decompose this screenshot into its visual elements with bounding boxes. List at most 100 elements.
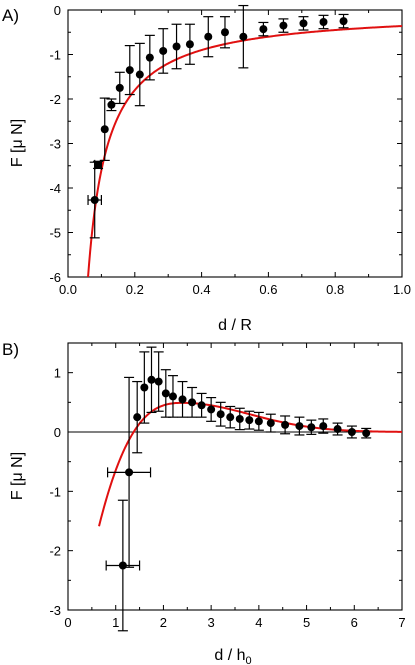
y-tick-label: -1 [49,48,61,63]
marker [299,19,308,28]
y-tick-label: 1 [54,366,61,381]
x-tick-label: 1.0 [393,282,411,297]
data-point [332,422,343,436]
marker [135,70,144,79]
panel-a: A) 0.0 0.2 0.4 0.6 0.8 1.0 0 -1 -2 -3 -4 -5 -6 d / R… [2,3,411,334]
data-point [184,23,195,65]
marker [279,21,288,30]
data-point [238,4,249,69]
panel-a-axes: 0.0 0.2 0.4 0.6 0.8 1.0 0 -1 -2 -3 -4 -5 -6 [49,3,411,297]
marker [118,561,127,570]
y-tick-label: -4 [49,181,61,196]
data-point [298,16,309,31]
y-tick-label: -5 [49,226,61,241]
marker [161,389,170,398]
plot-frame [67,342,403,611]
y-tick-label: 0 [54,425,61,440]
marker [178,395,187,404]
data-point [160,369,171,418]
data-point [294,416,305,436]
y-tick-label: -3 [49,137,61,152]
data-point [106,98,117,112]
marker [254,417,263,426]
y-tick-label: -1 [49,484,61,499]
y-tick-label: -2 [49,92,61,107]
x-tick-label: 2 [160,615,167,630]
data-point [346,425,357,439]
y-tick-label: -3 [49,603,61,618]
y-tick-label: 0 [54,3,61,18]
panel-b-y-axis-label: F [μ N] [9,452,26,500]
marker [216,410,225,419]
x-tick-label: 3 [208,615,215,630]
marker [266,419,275,428]
marker [339,17,348,26]
marker [125,66,134,75]
marker [235,414,244,423]
x-tick-label: 6 [351,615,358,630]
marker [239,32,248,41]
data-point [107,376,152,568]
marker [159,46,168,55]
data-point [253,411,264,431]
data-point [158,28,169,74]
data-point [225,405,236,429]
data-point [280,415,291,435]
marker [168,392,177,401]
marker [145,53,154,62]
data-point [203,16,214,58]
y-tick-label: -2 [49,544,61,559]
data-point [187,386,198,418]
plot-frame [67,9,403,278]
marker [362,429,371,438]
marker [347,428,356,436]
data-point [171,23,182,70]
data-point [196,392,207,418]
x-tick-label: 0 [64,615,71,630]
marker [307,423,316,432]
panel-b-label: B) [2,340,19,359]
data-point [146,346,157,414]
data-point [215,401,226,427]
marker [100,125,109,134]
data-point [105,499,141,632]
data-point [306,419,317,435]
x-tick-label: 7 [398,615,405,630]
panel-b-axes: 0 1 2 3 4 5 6 7 1 0 -1 -2 -3 [49,342,406,632]
marker [90,196,99,205]
data-point [99,97,110,162]
data-point [153,351,164,412]
marker [185,40,194,49]
data-point [177,380,188,418]
data-point [318,418,329,434]
panel-b-x-axis-label: d / h0 [214,647,251,665]
marker [94,160,103,169]
data-point [114,71,125,105]
data-point [258,21,269,37]
data-point [93,159,104,170]
marker [154,377,163,386]
marker [319,18,328,27]
x-tick-label: 0.6 [259,282,277,297]
data-point [361,427,372,439]
marker [204,32,213,41]
data-point [318,14,329,30]
marker [245,416,254,425]
marker [333,425,342,434]
marker [319,422,328,431]
data-point [132,380,143,454]
marker [197,401,206,410]
marker [107,100,116,109]
x-tick-label: 0.0 [59,282,77,297]
panel-a-y-axis-label: F [μ N] [9,119,26,167]
data-point [87,161,103,239]
marker [133,413,142,422]
y-tick-label: -6 [49,270,61,285]
marker [147,375,156,384]
marker [188,398,197,407]
marker [281,420,290,429]
panel-a-label: A) [2,6,19,25]
data-point [134,42,145,107]
x-tick-label: 4 [255,615,262,630]
